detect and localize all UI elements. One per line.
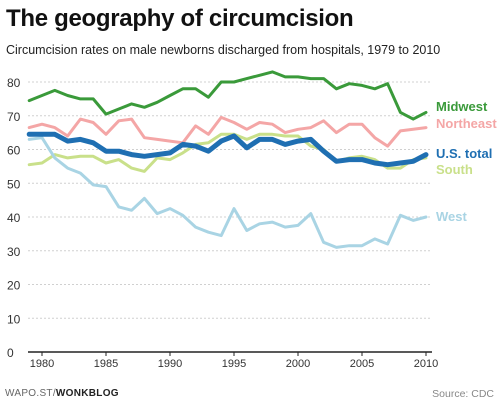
y-tick-label: 60 bbox=[7, 144, 21, 158]
x-tick-label: 1980 bbox=[30, 358, 54, 370]
series-lines bbox=[26, 70, 429, 249]
footer-brand-name: WONKBLOG bbox=[55, 388, 119, 399]
series-label-u-s-total: U.S. total bbox=[436, 146, 492, 161]
chart-title: The geography of circumcision bbox=[6, 5, 354, 32]
y-tick-label: 40 bbox=[7, 211, 21, 225]
x-tick-label: 1990 bbox=[158, 358, 182, 370]
y-tick-label: 10 bbox=[7, 312, 21, 326]
y-tick-label: 50 bbox=[7, 177, 21, 191]
axes: 0 10 20 30 40 50 60 70 80 1980 1985 1990 1995 2000 200… bbox=[7, 76, 438, 370]
y-tick-label: 70 bbox=[7, 110, 21, 124]
gridlines bbox=[28, 81, 432, 353]
series-line-northeast bbox=[27, 115, 428, 148]
series-line-u-s-total bbox=[26, 131, 429, 168]
x-tick-label: 1995 bbox=[222, 358, 246, 370]
chart-subtitle: Circumcision rates on male newborns disc… bbox=[6, 43, 441, 57]
y-tick-label: 20 bbox=[7, 279, 21, 293]
x-tick-label: 2005 bbox=[350, 358, 374, 370]
y-tick-label: 0 bbox=[7, 346, 14, 360]
x-tick-label: 2000 bbox=[286, 358, 310, 370]
series-line-west bbox=[27, 136, 428, 249]
x-tick-label: 1985 bbox=[94, 358, 118, 370]
series-label-northeast: Northeast bbox=[436, 116, 497, 131]
y-tick-label: 80 bbox=[7, 76, 21, 90]
footer-brand-prefix: WAPO.ST/ bbox=[5, 388, 56, 399]
series-label-west: West bbox=[436, 209, 467, 224]
x-tick-label: 2010 bbox=[414, 358, 438, 370]
footer-source: Source: CDC bbox=[432, 388, 494, 400]
series-line-midwest bbox=[27, 70, 428, 121]
y-tick-label: 30 bbox=[7, 245, 21, 259]
series-line-south bbox=[27, 132, 428, 173]
series-label-midwest: Midwest bbox=[436, 99, 488, 114]
footer-brand: WAPO.ST/WONKBLOG bbox=[5, 388, 119, 399]
series-label-south: South bbox=[436, 162, 473, 177]
